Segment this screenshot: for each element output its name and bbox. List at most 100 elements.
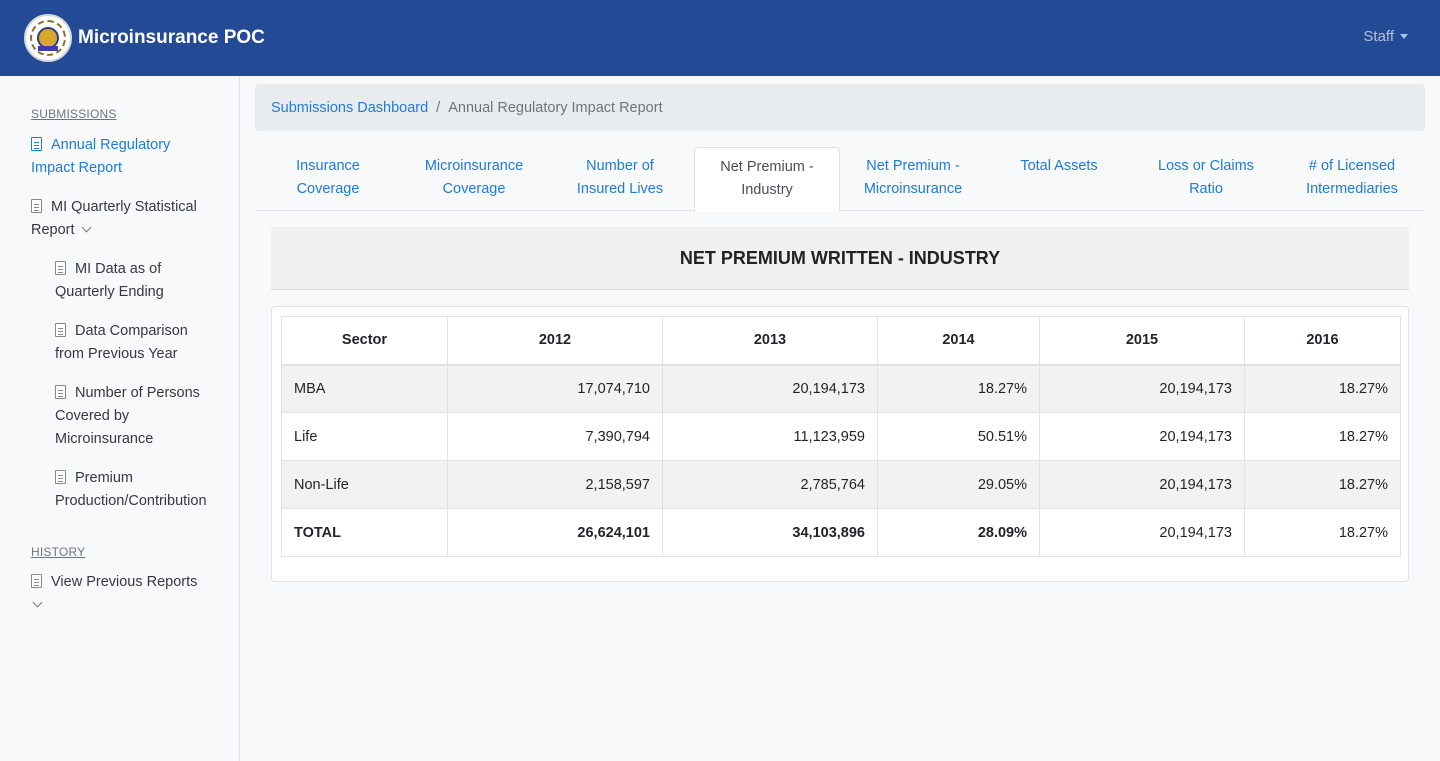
tab-label: Coverage (442, 181, 506, 197)
sidebar-item-mi-quarterly[interactable]: MI Quarterly Statistical Report (31, 196, 197, 242)
sidebar-item-label: from Previous Year (55, 346, 178, 362)
column-header: 2015 (1039, 316, 1245, 366)
tab-insurance-coverage[interactable]: Insurance Coverage (255, 147, 401, 211)
tab-label: Number of (586, 158, 654, 174)
table-cell: 20,194,173 (1039, 364, 1245, 413)
table-header-row: Sector 2012 2013 2014 2015 2016 (281, 316, 1401, 366)
sidebar-item-label: Number of Persons (75, 385, 200, 401)
tab-label: Intermediaries (1306, 181, 1398, 197)
column-header: 2014 (877, 316, 1040, 366)
breadcrumb-separator: / (436, 99, 441, 116)
app-title[interactable]: Microinsurance POC (78, 27, 265, 48)
sidebar-item-label: Data Comparison (75, 323, 188, 339)
report-title: NET PREMIUM WRITTEN - INDUSTRY (271, 227, 1409, 290)
table-cell: 34,103,896 (662, 508, 878, 557)
tab-number-of-insured-lives[interactable]: Number of Insured Lives (547, 147, 693, 211)
sidebar-item-label: View Previous Reports (51, 574, 198, 590)
sidebar-item-label: Covered by (55, 408, 130, 424)
table-row: Life 7,390,794 11,123,959 50.51% 20,194,… (281, 412, 1401, 461)
net-premium-table: Sector 2012 2013 2014 2015 2016 MBA 17,0… (281, 316, 1401, 557)
table-cell: 26,624,101 (447, 508, 663, 557)
user-menu-label: Staff (1363, 28, 1394, 45)
breadcrumb: Submissions Dashboard / Annual Regulator… (255, 84, 1425, 131)
table-cell: 2,158,597 (447, 460, 663, 509)
table-cell: 29.05% (877, 460, 1040, 509)
table-cell: 18.27% (1244, 412, 1401, 461)
tab-label: Total Assets (1020, 158, 1098, 174)
sidebar-item-mi-data[interactable]: MI Data as of Quarterly Ending (55, 258, 164, 304)
document-icon (55, 385, 66, 399)
caret-down-icon (1400, 34, 1408, 39)
column-header: 2016 (1244, 316, 1401, 366)
tab-label: # of Licensed (1308, 158, 1396, 174)
tab-loss-or-claims-ratio[interactable]: Loss or Claims Ratio (1133, 147, 1279, 211)
document-icon (55, 470, 66, 484)
table-cell: 2,785,764 (662, 460, 878, 509)
table-row-total: TOTAL 26,624,101 34,103,896 28.09% 20,19… (281, 508, 1401, 557)
table-cell: 18.27% (1244, 460, 1401, 509)
tab-label: Insurance (296, 158, 360, 174)
table-row: Non-Life 2,158,597 2,785,764 29.05% 20,1… (281, 460, 1401, 509)
table-cell: MBA (281, 364, 448, 413)
tab-label: Ratio (1189, 181, 1223, 197)
table-cell: 20,194,173 (662, 364, 878, 413)
table-cell: 20,194,173 (1039, 412, 1245, 461)
column-header: Sector (281, 316, 448, 366)
logo-seal-icon[interactable] (24, 14, 72, 62)
tab-net-premium-industry[interactable]: Net Premium - Industry (694, 147, 840, 212)
sidebar-item-label: Report (31, 222, 75, 238)
tab-label: Net Premium - (720, 159, 814, 175)
sidebar-item-view-previous[interactable]: View Previous Reports (31, 571, 197, 617)
document-icon (31, 574, 42, 588)
history-heading: HISTORY (31, 545, 86, 559)
document-icon (55, 323, 66, 337)
tab-net-premium-microinsurance[interactable]: Net Premium - Microinsurance (840, 147, 986, 211)
tab-licensed-intermediaries[interactable]: # of Licensed Intermediaries (1279, 147, 1425, 211)
table-cell: 20,194,173 (1039, 508, 1245, 557)
sidebar-item-label: Quarterly Ending (55, 284, 164, 300)
document-icon (31, 137, 42, 151)
column-header: 2013 (662, 316, 878, 366)
sidebar-item-premium-production[interactable]: Premium Production/Contribution (55, 467, 207, 513)
tab-label: Microinsurance (863, 181, 963, 197)
sidebar-item-label: Premium (75, 470, 134, 486)
table-cell: 28.09% (877, 508, 1040, 557)
table-cell: Non-Life (281, 460, 448, 509)
breadcrumb-current: Annual Regulatory Impact Report (448, 99, 663, 116)
top-navbar: Microinsurance POC Staff (0, 0, 1440, 76)
table-cell: TOTAL (281, 508, 448, 557)
sidebar-item-label: Production/Contribution (55, 493, 207, 509)
document-icon (31, 199, 42, 213)
tab-microinsurance-coverage[interactable]: Microinsurance Coverage (401, 147, 547, 211)
table-row: MBA 17,074,710 20,194,173 18.27% 20,194,… (281, 364, 1401, 413)
document-icon (55, 261, 66, 275)
tab-label: Coverage (296, 181, 360, 197)
table-cell: 17,074,710 (447, 364, 663, 413)
tab-total-assets[interactable]: Total Assets (986, 147, 1132, 211)
tab-label: Loss or Claims (1158, 158, 1254, 174)
user-menu-dropdown[interactable]: Staff (1363, 28, 1408, 45)
table-cell: 20,194,173 (1039, 460, 1245, 509)
table-cell: 7,390,794 (447, 412, 663, 461)
sidebar-item-data-comparison[interactable]: Data Comparison from Previous Year (55, 320, 188, 366)
chevron-down-icon[interactable] (32, 597, 43, 608)
table-cell: 18.27% (1244, 364, 1401, 413)
breadcrumb-link-dashboard[interactable]: Submissions Dashboard (271, 99, 429, 116)
table-cell: 18.27% (877, 364, 1040, 413)
column-header: 2012 (447, 316, 663, 366)
tab-label: Insured Lives (576, 181, 664, 197)
sidebar-item-label: Annual Regulatory (51, 137, 171, 153)
sidebar-item-label: MI Data as of (75, 261, 162, 277)
sidebar-item-annual-report[interactable]: Annual Regulatory Impact Report (31, 134, 170, 180)
table-cell: 50.51% (877, 412, 1040, 461)
report-tabs: Insurance Coverage Microinsurance Coverage… (255, 147, 1425, 212)
table-cell: 18.27% (1244, 508, 1401, 557)
tab-label: Microinsurance (424, 158, 524, 174)
tab-label: Net Premium - (866, 158, 960, 174)
sidebar-item-label: MI Quarterly Statistical (51, 199, 197, 215)
chevron-down-icon[interactable] (81, 222, 91, 233)
sidebar-item-persons-covered[interactable]: Number of Persons Covered by Microinsura… (55, 382, 200, 451)
table-cell: 11,123,959 (662, 412, 878, 461)
sidebar-item-label: Microinsurance (55, 431, 154, 447)
report-table-card: Sector 2012 2013 2014 2015 2016 MBA 17,0… (271, 306, 1409, 582)
